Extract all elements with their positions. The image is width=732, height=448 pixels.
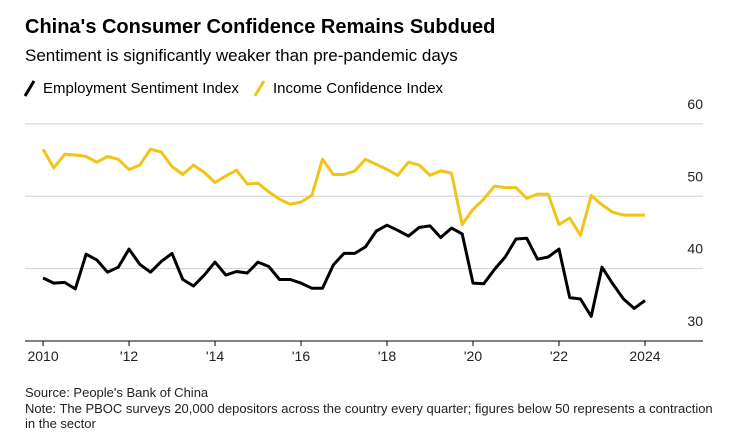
legend-swatch (253, 80, 266, 97)
x-tick-label: '12 (120, 348, 138, 364)
y-tick-label: 60 (687, 96, 703, 112)
x-tick-label: '18 (378, 348, 396, 364)
x-tick-label: 2010 (27, 348, 58, 364)
chart-title: China's Consumer Confidence Remains Subd… (25, 16, 496, 38)
series-line (42, 223, 646, 318)
x-tick-label: '20 (464, 348, 482, 364)
x-tick-label: '22 (550, 348, 568, 364)
note: Note: The PBOC surveys 20,000 depositors… (25, 401, 713, 431)
chart-subtitle: Sentiment is significantly weaker than p… (25, 46, 458, 65)
legend-swatch (23, 80, 36, 97)
legend-label: Income Confidence Index (273, 80, 444, 97)
x-tick-label: '14 (206, 348, 224, 364)
y-tick-label: 50 (687, 168, 703, 184)
chart: Employment Sentiment Index Income Confide… (23, 80, 703, 364)
y-tick-label: 30 (687, 313, 703, 329)
legend-label: Employment Sentiment Index (43, 80, 239, 97)
y-tick-label: 40 (687, 241, 703, 257)
series-line (41, 147, 645, 237)
source: Source: People's Bank of China (25, 385, 209, 400)
x-tick-label: 2024 (629, 348, 660, 364)
x-tick-label: '16 (292, 348, 310, 364)
